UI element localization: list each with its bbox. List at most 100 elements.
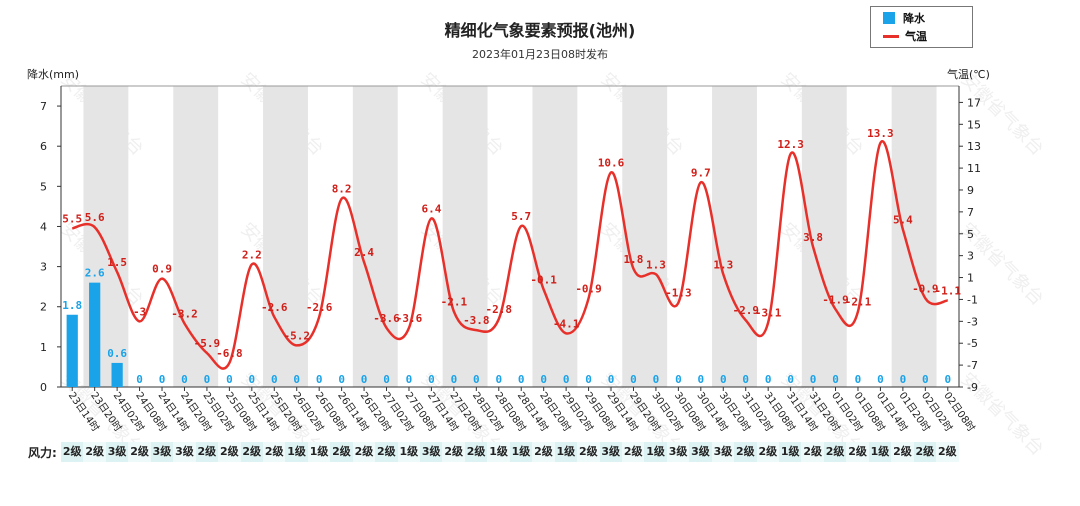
precipitation-label: 0: [383, 373, 390, 386]
precipitation-label: 0: [338, 373, 345, 386]
temperature-label: -3.6: [373, 312, 400, 325]
y-left-tick-label: 2: [40, 301, 47, 314]
precipitation-label: 0.6: [107, 347, 127, 360]
legend-swatch-bar: [883, 12, 895, 24]
precipitation-label: 0: [944, 373, 951, 386]
temperature-label: -6.8: [216, 347, 243, 360]
legend-label-temperature: 气温: [905, 30, 927, 43]
precipitation-label: 0: [181, 373, 188, 386]
wind-cell: 2级: [577, 442, 600, 462]
wind-cell: 3级: [599, 442, 622, 462]
precipitation-label: 0: [653, 373, 660, 386]
temperature-label: -2.8: [486, 303, 513, 316]
precipitation-label: 0: [293, 373, 300, 386]
wind-cell: 2级: [83, 442, 106, 462]
precipitation-label: 0: [518, 373, 525, 386]
background-band: [622, 86, 668, 387]
temperature-label: -3.8: [463, 314, 490, 327]
temperature-label: -3.1: [755, 306, 782, 319]
precipitation-label: 0: [406, 373, 413, 386]
precipitation-label: 0: [765, 373, 772, 386]
wind-cell: 1级: [285, 442, 308, 462]
y-left-tick-label: 3: [40, 261, 47, 274]
wind-cell: 1级: [487, 442, 510, 462]
precipitation-label: 0: [585, 373, 592, 386]
wind-row: 2级 2级 3级 2级 3级 3级 2级 2级 2级 2级 1级 1级 2级 2级 2级 1级 3级 2级 2级 1级…: [61, 442, 959, 462]
temperature-label: 2.4: [354, 246, 374, 259]
precipitation-label: 0: [540, 373, 547, 386]
precipitation-label: 0: [226, 373, 233, 386]
temperature-label: -2.1: [441, 295, 468, 308]
y-right-tick-label: 3: [967, 250, 974, 263]
wind-cell: 1级: [868, 442, 892, 462]
y-right-tick-label: -3: [967, 315, 978, 328]
background-band: [801, 86, 847, 387]
y-left-tick-label: 6: [40, 140, 47, 153]
temperature-label: 1.3: [713, 258, 733, 271]
temperature-label: 1.3: [646, 258, 666, 271]
temperature-label: 9.7: [691, 166, 711, 179]
precipitation-label: 0: [159, 373, 166, 386]
wind-cell: 3级: [420, 442, 443, 462]
wind-cell: 2级: [756, 442, 779, 462]
chart-title: 精细化气象要素预报(池州): [444, 21, 636, 40]
precipitation-label: 0: [204, 373, 211, 386]
wind-cell: 2级: [262, 442, 286, 462]
wind-cell: 3级: [666, 442, 690, 462]
precipitation-label: 1.8: [62, 299, 82, 312]
temperature-label: 3.8: [803, 231, 823, 244]
precipitation-label: 0: [720, 373, 727, 386]
precipitation-label: 0: [900, 373, 907, 386]
precipitation-label: 0: [361, 373, 368, 386]
temperature-label: 10.6: [598, 156, 625, 169]
background-band: [532, 86, 578, 387]
precipitation-label: 0: [495, 373, 502, 386]
temperature-label: -2.1: [845, 295, 872, 308]
temperature-label: -0.9: [912, 282, 939, 295]
y-left-tick-label: 5: [40, 180, 47, 193]
wind-cell: 3级: [689, 442, 712, 462]
wind-cell: 1级: [554, 442, 578, 462]
legend-item-temperature: 气温: [883, 29, 927, 43]
wind-cell: 2级: [330, 442, 353, 462]
precipitation-label: 0: [136, 373, 143, 386]
y-right-tick-label: -1: [967, 293, 978, 306]
temperature-label: 5.7: [511, 210, 531, 223]
wind-cell: 1级: [509, 442, 533, 462]
precipitation-label: 0: [832, 373, 839, 386]
temperature-label: -0.9: [575, 282, 602, 295]
precipitation-label: 0: [742, 373, 749, 386]
y-right-tick-label: 7: [967, 206, 974, 219]
wind-cell: 2级: [936, 442, 959, 462]
precipitation-label: 0: [271, 373, 278, 386]
precipitation-label: 0: [249, 373, 256, 386]
temperature-label: 13.3: [867, 127, 894, 140]
temperature-label: 0.9: [152, 263, 172, 276]
y-left-tick-label: 7: [40, 100, 47, 113]
temperature-label: -2.9: [732, 304, 759, 317]
wind-cell: 1级: [644, 442, 667, 462]
precipitation-bar: [66, 314, 78, 387]
y-right-tick-label: 13: [967, 140, 981, 153]
temperature-label: 1.8: [624, 253, 644, 266]
wind-cell: 2级: [734, 442, 757, 462]
temperature-label: 2.2: [242, 248, 262, 261]
wind-cell: 2级: [801, 442, 824, 462]
y-right-tick-label: 17: [967, 96, 981, 109]
wind-row-label: 风力:: [28, 446, 57, 460]
temperature-label: -1.9: [822, 293, 849, 306]
precipitation-label: 0: [630, 373, 637, 386]
temperature-label: -3.6: [396, 312, 423, 325]
wind-cell: 2级: [218, 442, 241, 462]
wind-cell: 1级: [307, 442, 331, 462]
background-band: [442, 86, 488, 387]
wind-cell: 2级: [352, 442, 376, 462]
wind-cell: 3级: [173, 442, 196, 462]
background-band: [712, 86, 757, 387]
chart-subtitle: 2023年01月23日08时发布: [472, 48, 608, 61]
y-right-tick-label: -9: [967, 381, 978, 394]
temperature-label: -0.1: [530, 274, 557, 287]
wind-cell: 2级: [846, 442, 869, 462]
precipitation-label: 0: [787, 373, 794, 386]
temperature-label: -1.3: [665, 287, 692, 300]
